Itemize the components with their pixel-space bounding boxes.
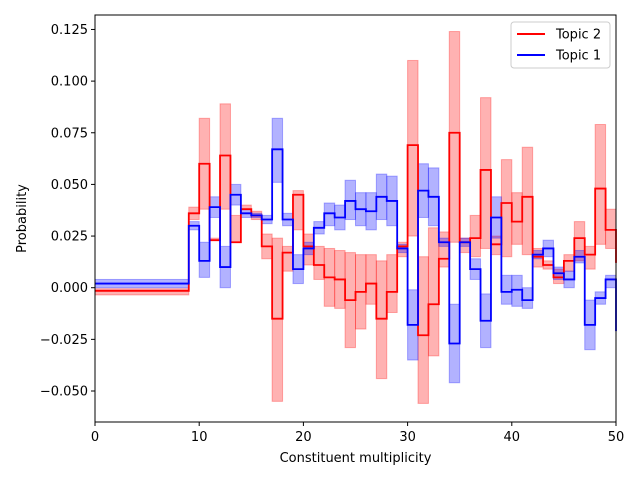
topic-1-band-bin bbox=[511, 274, 523, 307]
y-tick-label: 0.075 bbox=[51, 126, 88, 141]
legend-entry-topic-2: Topic 2 bbox=[555, 28, 601, 43]
x-axis-ticks: 0 10 20 30 40 50 bbox=[91, 422, 624, 445]
topic-2-band-bin bbox=[594, 123, 607, 245]
topic-1-band-bin bbox=[500, 274, 513, 305]
topic-1-band-bin bbox=[521, 287, 534, 309]
y-axis-ticks: −0.050 −0.025 0.000 0.025 0.050 0.075 0.100 0.1… bbox=[40, 23, 95, 400]
x-tick-label: 20 bbox=[295, 430, 312, 445]
x-tick-label: 0 bbox=[91, 430, 99, 445]
topic-2-band-bin bbox=[365, 254, 377, 305]
topic-1-line bbox=[95, 148, 617, 345]
topic-2-band-bin bbox=[292, 190, 304, 231]
topic-2-band-bin bbox=[427, 227, 440, 357]
legend: Topic 2 Topic 1 bbox=[510, 21, 611, 69]
topic-1-band-bin bbox=[605, 274, 617, 289]
x-tick-label: 40 bbox=[504, 430, 521, 445]
topic-2-band-bin bbox=[282, 245, 294, 272]
topic-2-band-bin bbox=[375, 260, 388, 380]
topic-2-band-bin bbox=[500, 159, 513, 258]
topic-2-band-bin bbox=[511, 192, 523, 245]
topic-1-band-bin bbox=[271, 117, 284, 183]
y-tick-label: 0.100 bbox=[51, 75, 88, 90]
y-axis-label: Probability bbox=[15, 184, 30, 253]
topic-1-band-bin bbox=[323, 202, 336, 227]
topic-2-band-bin bbox=[417, 256, 429, 404]
topic-2-band-bin bbox=[490, 235, 502, 256]
y-tick-label: 0.025 bbox=[51, 230, 88, 245]
topic-2-band-bin bbox=[521, 146, 534, 256]
topic-2-band-bin bbox=[584, 245, 596, 270]
topic-2-band-bin bbox=[480, 97, 492, 249]
y-tick-label: −0.025 bbox=[40, 333, 88, 348]
x-tick-label: 50 bbox=[608, 430, 625, 445]
legend-entry-topic-1: Topic 1 bbox=[555, 49, 601, 64]
topic-2-band-bin bbox=[94, 288, 190, 296]
topic-2-band-bin bbox=[229, 214, 242, 243]
topic-2-band-bin bbox=[448, 31, 461, 243]
topic-1-band-bin bbox=[344, 179, 356, 221]
uncertainty-bands bbox=[94, 31, 617, 404]
topic-2-band-bin bbox=[271, 237, 284, 402]
series-lines bbox=[95, 131, 617, 345]
y-tick-label: −0.050 bbox=[40, 385, 88, 400]
topic-2-band-bin bbox=[605, 208, 617, 249]
x-tick-label: 10 bbox=[191, 430, 208, 445]
y-tick-label: 0.000 bbox=[51, 281, 88, 296]
topic-2-band-bin bbox=[407, 59, 419, 237]
y-tick-label: 0.050 bbox=[51, 178, 88, 193]
x-tick-label: 30 bbox=[399, 430, 416, 445]
plot-frame bbox=[94, 14, 617, 423]
topic-2-band-bin bbox=[386, 254, 398, 314]
topic-2-band-bin bbox=[563, 254, 575, 272]
topic-1-band-bin bbox=[198, 241, 211, 278]
topic-2-band-bin bbox=[469, 214, 482, 258]
x-axis-label: Constituent multiplicity bbox=[280, 451, 432, 466]
y-tick-label: 0.125 bbox=[51, 23, 88, 38]
topic-2-band-bin bbox=[438, 231, 450, 268]
topic-2-band-bin bbox=[219, 103, 231, 210]
topic-2-band-bin bbox=[313, 245, 325, 280]
